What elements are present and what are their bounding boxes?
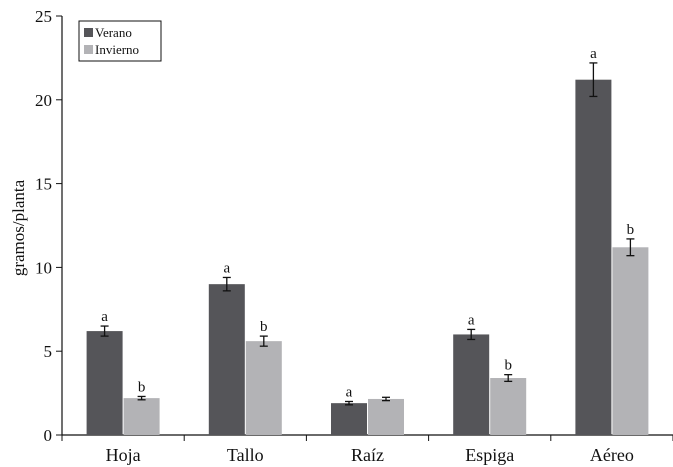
y-tick-label: 0	[44, 426, 53, 445]
x-tick-label: Aéreo	[590, 445, 634, 465]
y-tick-label: 15	[35, 175, 52, 194]
chart-bars	[86, 62, 649, 436]
x-tick-label: Tallo	[227, 445, 264, 465]
significance-label: a	[101, 309, 108, 325]
x-tick-label: Hoja	[106, 445, 141, 465]
bar-verano	[331, 403, 367, 435]
y-tick-label: 20	[35, 91, 52, 110]
legend-swatch-verano	[84, 28, 93, 37]
x-tick-label: Espiga	[465, 445, 514, 465]
bar-invierno	[123, 398, 160, 435]
significance-label: b	[138, 379, 146, 395]
significance-label: a	[468, 312, 475, 328]
significance-label: a	[223, 260, 230, 276]
y-tick-label: 25	[35, 7, 52, 26]
significance-label: a	[590, 46, 597, 62]
significance-label: a	[346, 384, 353, 400]
legend-box	[78, 20, 162, 62]
chart-axes: 0 5 10 15 20 25	[35, 7, 673, 445]
chart-labels: Hoja Tallo Raíz Espiga Aéreo a a a a a b b b b	[101, 46, 634, 465]
x-tick-label: Raíz	[351, 445, 384, 465]
significance-label: b	[627, 222, 635, 238]
bar-invierno	[612, 247, 649, 435]
significance-label: b	[260, 319, 268, 335]
legend: Verano Invierno	[78, 20, 162, 62]
bar-verano	[575, 79, 612, 436]
legend-label-verano: Verano	[95, 25, 132, 40]
significance-label: b	[504, 358, 512, 374]
legend-swatch-invierno	[84, 45, 93, 54]
legend-label-invierno: Invierno	[95, 42, 139, 57]
bar-verano	[208, 284, 245, 435]
bar-invierno	[245, 341, 282, 435]
bar-verano	[453, 334, 490, 435]
bar-invierno	[368, 398, 404, 435]
y-tick-label: 10	[35, 258, 52, 277]
y-axis-label: gramos/planta	[9, 179, 28, 276]
y-tick-label: 5	[44, 342, 53, 361]
bar-verano	[86, 331, 123, 435]
bar-invierno	[490, 378, 527, 435]
